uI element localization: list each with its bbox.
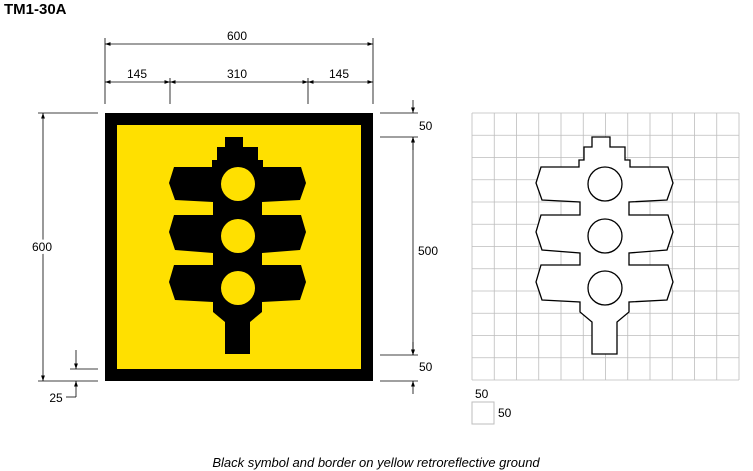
sign-face [105, 113, 373, 381]
sign-caption: Black symbol and border on yellow retror… [212, 455, 540, 470]
center-width-label: 310 [227, 67, 247, 81]
left-margin-label: 145 [127, 67, 147, 81]
grid-cell-sample [471, 401, 495, 425]
border-label: 25 [49, 391, 63, 405]
top-margin-label: 50 [419, 119, 433, 133]
right-dimensions: 50 500 50 [380, 100, 441, 394]
top-dimensions: 600 145 310 145 [104, 29, 374, 104]
grid-legend: 50 50 [471, 387, 512, 425]
traffic-light-icon [169, 137, 306, 354]
traffic-light-outline [535, 136, 674, 355]
inner-height-label: 500 [418, 244, 438, 258]
layout-grid [471, 112, 740, 381]
overall-height-label: 600 [32, 240, 52, 254]
grid-cell-width-label: 50 [475, 387, 489, 401]
overall-width-label: 600 [227, 29, 247, 43]
grid-cell-height-label: 50 [498, 406, 512, 420]
bottom-margin-label: 50 [419, 360, 433, 374]
right-margin-label: 145 [329, 67, 349, 81]
sign-code: TM1-30A [4, 1, 67, 18]
left-dimensions: 600 25 [29, 112, 98, 405]
